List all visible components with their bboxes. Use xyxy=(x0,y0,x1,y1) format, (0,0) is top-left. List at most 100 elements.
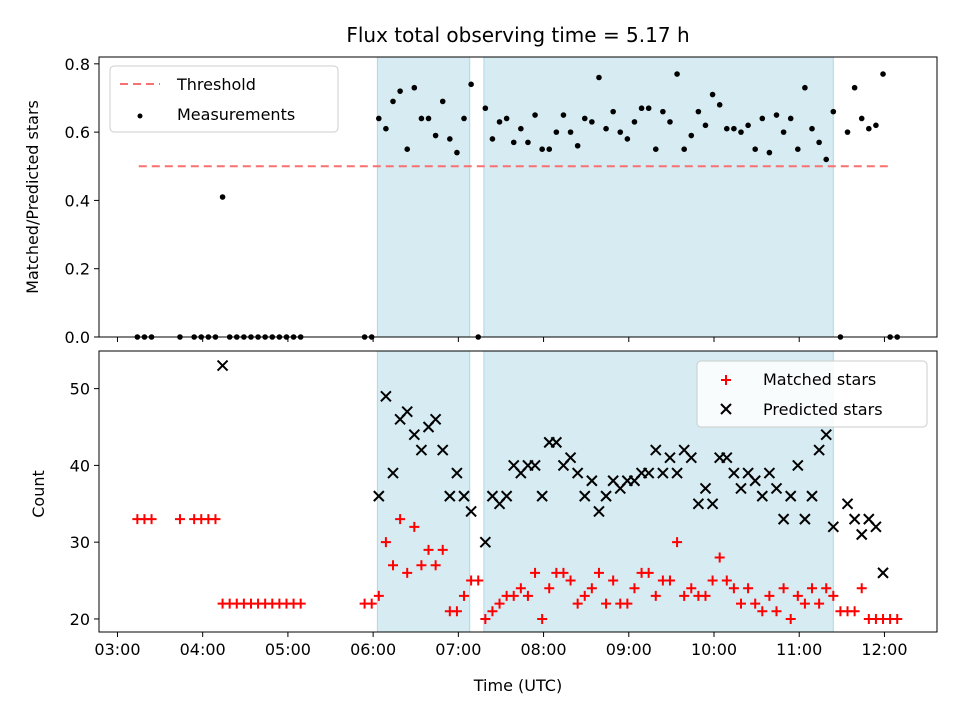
matched-star-marker xyxy=(700,590,711,601)
measurement-point xyxy=(738,129,744,135)
x-tick-label: 12:00 xyxy=(861,640,907,659)
measurement-point xyxy=(376,115,382,122)
observing-interval xyxy=(376,350,471,633)
measurement-point xyxy=(873,122,879,129)
matched-star-marker xyxy=(586,583,597,594)
matched-star-marker xyxy=(494,598,505,609)
matched-star-marker xyxy=(146,514,157,525)
measurement-point xyxy=(723,125,730,132)
matched-star-marker xyxy=(757,606,768,617)
legend-measurements-label: Measurements xyxy=(177,105,295,124)
predicted-star-marker xyxy=(571,467,584,479)
predicted-star-marker xyxy=(735,482,747,495)
predicted-star-marker xyxy=(749,475,761,487)
matched-star-marker xyxy=(643,567,654,578)
x-tick-label: 05:00 xyxy=(265,640,311,659)
predicted-star-marker xyxy=(692,498,705,510)
predicted-star-marker xyxy=(763,467,776,479)
matched-star-marker xyxy=(672,537,683,548)
y-tick-label: 0.4 xyxy=(65,191,90,210)
x-tick-label: 06:00 xyxy=(350,640,396,659)
predicted-star-marker xyxy=(593,505,605,518)
predicted-star-marker xyxy=(586,475,598,487)
legend-matched-swatch xyxy=(721,375,731,385)
matched-star-marker xyxy=(537,613,548,624)
matched-star-marker xyxy=(679,590,690,601)
predicted-star-marker xyxy=(806,490,818,502)
matched-star-marker xyxy=(892,613,903,624)
matched-star-marker xyxy=(608,575,619,586)
predicted-star-marker xyxy=(841,498,854,510)
x-tick-label: 03:00 xyxy=(94,640,140,659)
top-y-axis-label: Matched/Predicted stars xyxy=(23,100,42,294)
y-tick-label: 0.0 xyxy=(65,328,90,347)
bottom-legend: Matched stars Predicted stars xyxy=(696,360,928,428)
matched-star-marker xyxy=(515,583,526,594)
matched-star-marker xyxy=(508,590,519,601)
matched-star-marker xyxy=(828,590,839,601)
predicted-star-marker xyxy=(415,444,428,456)
top-legend-box xyxy=(109,65,339,133)
matched-star-marker xyxy=(750,598,761,609)
measurement-point xyxy=(439,98,446,105)
measurement-point xyxy=(695,108,702,115)
matched-star-marker xyxy=(480,613,491,624)
y-tick-label: 50 xyxy=(70,380,90,399)
measurement-point xyxy=(795,146,801,152)
predicted-star-marker xyxy=(465,505,477,518)
matched-star-marker xyxy=(388,560,399,571)
predicted-star-marker xyxy=(671,467,683,479)
measurement-point xyxy=(709,91,716,98)
matched-star-marker xyxy=(565,575,576,586)
predicted-star-marker xyxy=(536,490,548,502)
y-tick-label: 40 xyxy=(70,456,90,475)
matched-star-marker xyxy=(522,590,533,601)
measurement-point xyxy=(518,125,524,132)
measurement-point xyxy=(581,115,588,122)
top-axes-frame xyxy=(98,56,938,338)
predicted-star-marker xyxy=(408,428,421,441)
measurement-point xyxy=(496,119,503,125)
x-axis-label: Time (UTC) xyxy=(473,676,562,695)
matched-star-marker xyxy=(785,613,796,624)
predicted-star-marker xyxy=(706,498,719,510)
predicted-star-marker xyxy=(444,490,456,502)
x-tick-label: 10:00 xyxy=(691,640,737,659)
measurement-point xyxy=(596,74,602,81)
matched-star-marker xyxy=(814,598,825,609)
predicted-star-marker xyxy=(784,490,797,502)
predicted-star-marker xyxy=(799,513,811,525)
x-tick-label: 11:00 xyxy=(776,640,822,659)
predicted-star-marker xyxy=(216,359,229,372)
measurement-point xyxy=(468,81,474,88)
legend-predicted-label: Predicted stars xyxy=(763,400,883,419)
measurement-point xyxy=(624,136,631,142)
top-x-ticks xyxy=(116,337,885,342)
y-tick-label: 20 xyxy=(70,610,90,629)
predicted-star-marker xyxy=(437,444,449,456)
predicted-star-marker xyxy=(564,452,577,464)
predicted-star-marker xyxy=(401,405,413,418)
bottom-legend-box xyxy=(696,360,928,428)
measurement-point xyxy=(731,125,737,132)
measurement-point xyxy=(766,149,773,156)
measurement-point xyxy=(773,112,780,118)
predicted-star-marker xyxy=(529,459,541,472)
legend-measurements-swatch xyxy=(137,113,143,119)
predicted-star-marker xyxy=(813,444,825,456)
predicted-star-marker xyxy=(728,467,740,479)
predicted-star-marker xyxy=(877,567,889,579)
chart-title: Flux total observing time = 5.17 h xyxy=(346,23,689,47)
matched-star-marker xyxy=(409,521,420,532)
matched-star-marker xyxy=(572,598,583,609)
measurement-point xyxy=(454,149,460,156)
matched-star-marker xyxy=(622,598,633,609)
measurement-point xyxy=(809,125,815,132)
matched-star-marker xyxy=(707,575,718,586)
matched-star-marker xyxy=(530,567,541,578)
measurement-point xyxy=(546,146,553,152)
predicted-star-marker xyxy=(600,490,612,502)
measurement-point xyxy=(802,84,808,91)
y-tick-label: 30 xyxy=(70,533,90,552)
predicted-star-marker xyxy=(579,490,591,502)
